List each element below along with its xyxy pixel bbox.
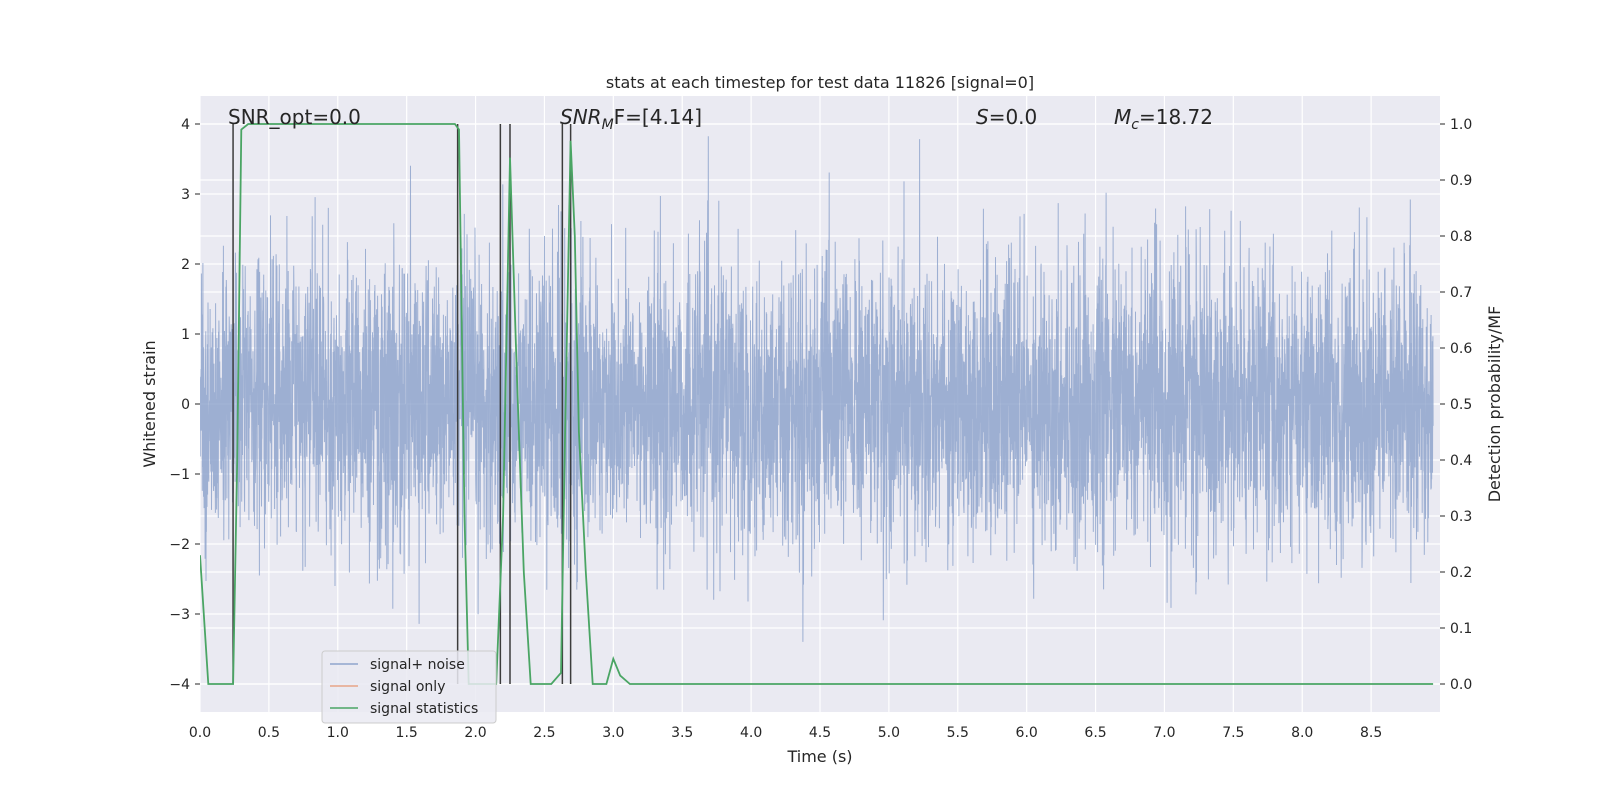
chart-title: stats at each timestep for test data 118… xyxy=(606,73,1034,92)
noise-line xyxy=(200,136,1434,642)
x-tick-label: 2.0 xyxy=(464,725,486,741)
y-tick-label: −1 xyxy=(169,467,190,483)
snr-mf-subscript: M xyxy=(602,117,614,133)
annotation-s: S=0.0 xyxy=(976,105,1037,129)
x-tick-label: 3.5 xyxy=(671,725,693,741)
y-tick-label: 3 xyxy=(181,187,190,203)
series-signal-statistics xyxy=(200,123,1434,685)
x-tick-label: 5.0 xyxy=(878,725,900,741)
y-tick-label: −4 xyxy=(169,677,190,693)
x-tick-label: 3.0 xyxy=(602,725,624,741)
x-tick-label: 8.0 xyxy=(1291,725,1313,741)
legend-label-signal-only: signal only xyxy=(370,679,445,695)
s-symbol: S xyxy=(976,105,989,129)
x-tick-label: 1.0 xyxy=(327,725,349,741)
x-tick-label: 8.5 xyxy=(1360,725,1382,741)
y-axis-label: Whitened strain xyxy=(140,340,159,467)
y-right-tick-label: 0.0 xyxy=(1450,677,1472,693)
legend: signal+ noise signal only signal statist… xyxy=(321,650,497,724)
x-axis-label: Time (s) xyxy=(786,747,852,766)
x-tick-label: 6.5 xyxy=(1084,725,1106,741)
annotation-snr-opt: SNR_opt=0.0 xyxy=(228,105,361,129)
x-tick-label: 0.5 xyxy=(258,725,280,741)
x-tick-label: 6.0 xyxy=(1016,725,1038,741)
y-tick-label: 2 xyxy=(181,257,190,273)
x-tick-label: 4.5 xyxy=(809,725,831,741)
x-tick-label: 0.0 xyxy=(189,725,211,741)
mc-value: =18.72 xyxy=(1139,105,1213,129)
legend-label-signal-noise: signal+ noise xyxy=(370,657,465,673)
y-right-tick-label: 0.8 xyxy=(1450,229,1472,245)
legend-box xyxy=(321,650,497,724)
annotation-mc: Mc=18.72 xyxy=(1114,105,1213,133)
statistics-line xyxy=(200,123,1434,685)
mc-symbol: M xyxy=(1114,105,1131,129)
y-right-tick-label: 0.7 xyxy=(1450,285,1472,301)
axis-ticks: 0.0 0.5 1.0 1.5 2.0 2.5 3.0 3.5 4.0 4.5 5.0 5.5 6.0 6… xyxy=(169,117,1472,741)
y-right-tick-label: 0.1 xyxy=(1450,621,1472,637)
y-right-tick-label: 0.2 xyxy=(1450,565,1472,581)
x-tick-label: 5.5 xyxy=(947,725,969,741)
y-right-tick-label: 0.3 xyxy=(1450,509,1472,525)
y-right-tick-label: 0.4 xyxy=(1450,453,1472,469)
s-value: =0.0 xyxy=(989,105,1038,129)
mc-subscript: c xyxy=(1131,117,1139,133)
x-tick-label: 4.0 xyxy=(740,725,762,741)
y-axis-right-label: Detection probability/MF xyxy=(1485,306,1504,503)
y-right-tick-label: 1.0 xyxy=(1450,117,1472,133)
x-tick-label: 7.0 xyxy=(1153,725,1175,741)
y-right-tick-label: 0.5 xyxy=(1450,397,1472,413)
y-right-tick-label: 0.9 xyxy=(1450,173,1472,189)
x-tick-label: 7.5 xyxy=(1222,725,1244,741)
snr-mf-value: F=[4.14] xyxy=(614,105,702,129)
snr-mf-symbol: SNR xyxy=(560,105,602,129)
y-tick-label: 4 xyxy=(181,117,190,133)
y-tick-label: −2 xyxy=(169,537,190,553)
annotation-snr-mf: SNRMF=[4.14] xyxy=(560,105,702,133)
x-tick-label: 2.5 xyxy=(533,725,555,741)
legend-label-signal-statistics: signal statistics xyxy=(370,701,478,717)
x-tick-label: 1.5 xyxy=(396,725,418,741)
y-right-tick-label: 0.6 xyxy=(1450,341,1472,357)
series-signal-noise xyxy=(200,136,1434,642)
y-tick-label: −3 xyxy=(169,607,190,623)
y-tick-label: 1 xyxy=(181,327,190,343)
y-tick-label: 0 xyxy=(181,397,190,413)
